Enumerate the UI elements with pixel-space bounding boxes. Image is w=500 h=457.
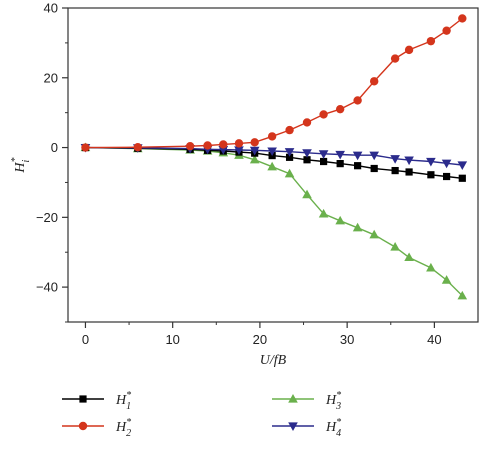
- series-3-point: [302, 189, 312, 199]
- series-4-point: [390, 155, 400, 164]
- series-1-point: [458, 174, 466, 182]
- series-4-point: [234, 146, 244, 155]
- series-2-point: [390, 54, 400, 63]
- series-2-point: [302, 118, 312, 127]
- series-3-point: [426, 262, 436, 272]
- series-2-point: [426, 36, 436, 46]
- legend-marker: [78, 421, 88, 431]
- series-3-point: [390, 241, 400, 251]
- series-3-point: [404, 252, 414, 262]
- series-1-point: [427, 171, 435, 179]
- series-2-point: [234, 139, 244, 148]
- y-tick-label: −20: [36, 210, 58, 225]
- x-axis-label: U/fB: [260, 353, 287, 368]
- series-4-point: [267, 147, 277, 157]
- legend-label: H* 4: [325, 417, 341, 439]
- series-2-point: [133, 143, 142, 152]
- legend-item-3: H* 3: [272, 390, 341, 412]
- series-1-point: [442, 172, 451, 181]
- legend-item-4: H* 4: [272, 417, 341, 439]
- series-4-point: [352, 151, 363, 161]
- series-2-point: [353, 96, 362, 105]
- legend-item-1: H* 1: [62, 390, 131, 412]
- y-tick-label: 40: [44, 1, 58, 16]
- series-3-point: [318, 208, 329, 218]
- series-2-line: [85, 17, 463, 149]
- series-1-point: [370, 164, 378, 173]
- series-2-point: [267, 132, 277, 141]
- series-2-point: [369, 77, 379, 86]
- series-2-point: [335, 104, 345, 114]
- x-tick-label: 20: [253, 332, 267, 347]
- series-3-point: [267, 161, 277, 171]
- series-2: [81, 14, 467, 152]
- series-4-point: [284, 148, 295, 157]
- series-2-point: [219, 140, 228, 149]
- series-4-point: [426, 157, 436, 167]
- series-4-point: [457, 161, 468, 170]
- series-1-point: [319, 157, 328, 166]
- series-2-point: [185, 141, 195, 151]
- series-2-point: [81, 143, 90, 152]
- series-1-point: [285, 153, 294, 161]
- series-3-point: [352, 222, 363, 232]
- axes: 0 10 20 30 40 −40 −20 0 20 40 U/fB H*i: [10, 1, 479, 368]
- series-2-point: [250, 138, 259, 147]
- series-3-point: [335, 215, 345, 225]
- legend-marker: [288, 422, 298, 431]
- legend-marker: [79, 395, 87, 403]
- x-tick-label: 10: [165, 332, 179, 347]
- series-3-point: [441, 275, 452, 284]
- y-axis-label: H*i: [10, 157, 32, 173]
- plot-frame: [67, 7, 479, 323]
- series-3-point: [249, 154, 260, 164]
- legend-item-2: H* 2: [62, 417, 131, 439]
- series-1-point: [391, 166, 399, 175]
- series-2-point: [404, 45, 414, 55]
- series-2-point: [319, 110, 328, 119]
- series-2-point: [285, 125, 294, 135]
- x-tick-label: 0: [82, 332, 89, 347]
- legend-label: H* 1: [115, 390, 131, 412]
- series-4-point: [249, 146, 260, 156]
- series-1-point: [405, 168, 413, 176]
- x-tick-label: 30: [340, 332, 354, 347]
- series-1-point: [336, 160, 344, 168]
- series-4-point: [218, 146, 229, 155]
- series-2-point: [442, 26, 451, 35]
- y-tick-label: −40: [36, 280, 58, 295]
- y-tick-label: 20: [44, 70, 58, 85]
- x-tick-label: 40: [427, 332, 441, 347]
- series-4-point: [335, 150, 345, 160]
- series-2-point: [203, 141, 212, 150]
- series-4-point: [404, 156, 414, 166]
- series-layer: [80, 14, 468, 300]
- series-2-point: [458, 14, 467, 23]
- series-1-point: [354, 162, 362, 170]
- series-4-point: [302, 149, 312, 158]
- legend-marker: [288, 394, 298, 403]
- legend-label: H* 2: [115, 417, 131, 439]
- series-1-point: [303, 156, 311, 164]
- legend: H* 1 H* 2 H* 3 H* 4: [62, 390, 341, 439]
- series-4-point: [441, 159, 452, 169]
- legend-label: H* 3: [325, 390, 341, 412]
- series-3-point: [369, 229, 379, 239]
- y-tick-label: 0: [51, 140, 58, 155]
- series-3-point: [284, 168, 295, 178]
- series-3-point: [457, 290, 468, 300]
- series-4-point: [318, 150, 329, 159]
- series-3: [80, 142, 468, 300]
- series-4-point: [369, 151, 379, 161]
